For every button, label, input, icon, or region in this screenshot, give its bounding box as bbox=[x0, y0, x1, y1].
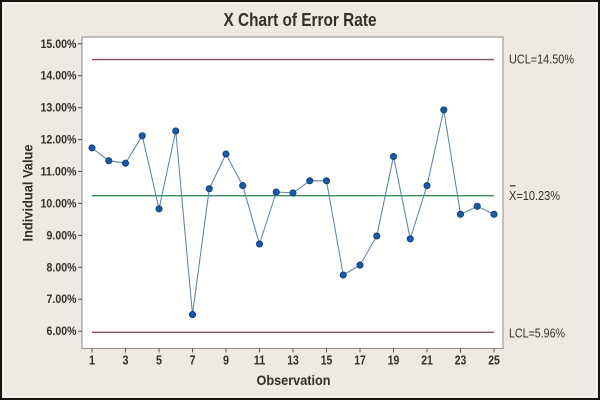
svg-text:7.00%: 7.00% bbox=[47, 294, 77, 306]
svg-text:25: 25 bbox=[488, 354, 500, 368]
svg-text:7: 7 bbox=[190, 354, 196, 368]
svg-text:17: 17 bbox=[354, 354, 366, 368]
svg-text:11: 11 bbox=[254, 354, 266, 368]
svg-text:11.00%: 11.00% bbox=[41, 167, 77, 179]
svg-text:9.00%: 9.00% bbox=[47, 230, 77, 242]
svg-text:9: 9 bbox=[223, 354, 229, 368]
svg-text:14.00%: 14.00% bbox=[41, 71, 77, 83]
svg-text:X Chart of Error Rate: X Chart of Error Rate bbox=[224, 9, 377, 30]
svg-text:LCL=5.96%: LCL=5.96% bbox=[509, 326, 565, 340]
svg-text:15.00%: 15.00% bbox=[41, 39, 77, 51]
svg-text:X=10.23%: X=10.23% bbox=[509, 189, 560, 203]
svg-text:15: 15 bbox=[321, 354, 333, 368]
svg-text:1: 1 bbox=[89, 354, 95, 368]
svg-text:13.00%: 13.00% bbox=[41, 103, 77, 115]
svg-text:UCL=14.50%: UCL=14.50% bbox=[509, 53, 574, 67]
svg-text:Observation: Observation bbox=[257, 373, 331, 389]
svg-text:19: 19 bbox=[388, 354, 400, 368]
svg-text:3: 3 bbox=[123, 354, 129, 368]
svg-text:12.00%: 12.00% bbox=[41, 135, 77, 147]
svg-text:13: 13 bbox=[287, 354, 299, 368]
svg-text:8.00%: 8.00% bbox=[47, 262, 77, 274]
svg-text:23: 23 bbox=[455, 354, 467, 368]
svg-text:10.00%: 10.00% bbox=[41, 198, 77, 210]
svg-text:5: 5 bbox=[156, 354, 162, 368]
svg-text:21: 21 bbox=[421, 354, 433, 368]
svg-text:6.00%: 6.00% bbox=[47, 326, 77, 338]
svg-text:Individual Value: Individual Value bbox=[21, 144, 36, 241]
